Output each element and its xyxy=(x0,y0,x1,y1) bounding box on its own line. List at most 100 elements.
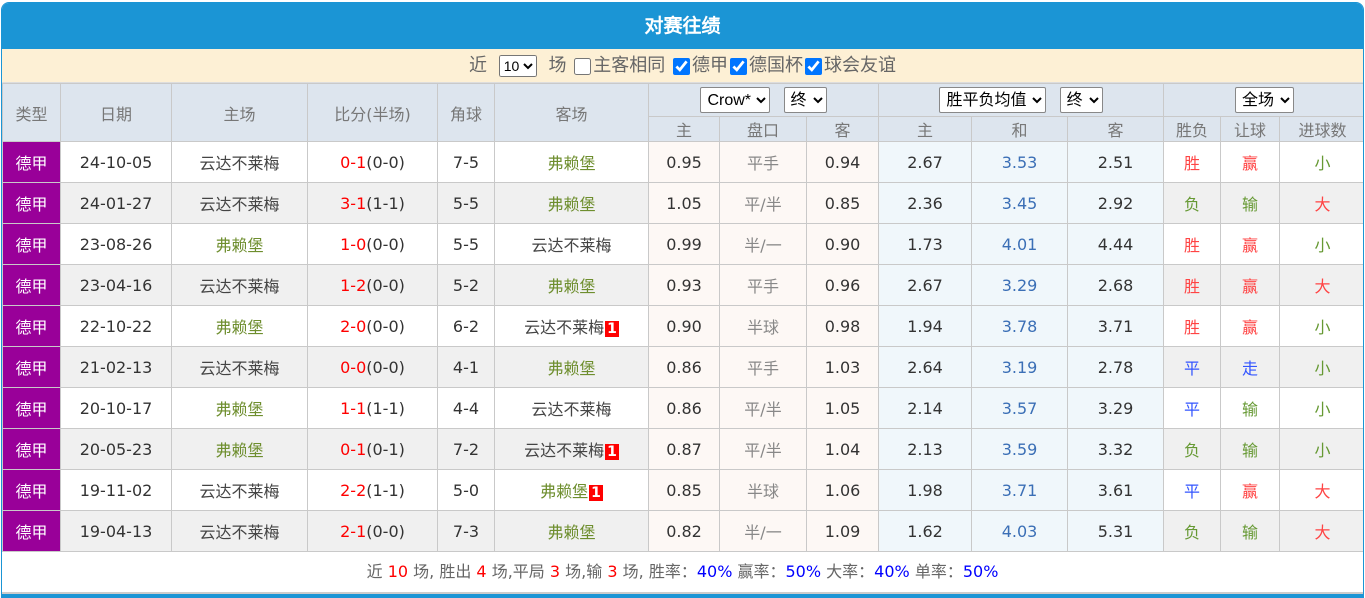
away-team[interactable]: 云达不莱梅 1 xyxy=(494,305,649,347)
team-name[interactable]: 弗赖堡 xyxy=(547,359,596,378)
eu-away-odds: 2.78 xyxy=(1067,346,1165,388)
home-team[interactable]: 云达不莱梅 xyxy=(171,469,308,511)
score[interactable]: 2-0(0-0) xyxy=(307,305,438,347)
league-type[interactable]: 德甲 xyxy=(2,387,61,429)
league-type[interactable]: 德甲 xyxy=(2,428,61,470)
ah-line: 半球 xyxy=(719,469,807,511)
handicap-result: 赢 xyxy=(1220,223,1281,265)
home-team[interactable]: 云达不莱梅 xyxy=(171,346,308,388)
match-date: 19-04-13 xyxy=(60,510,172,552)
team-name[interactable]: 云达不莱梅 xyxy=(199,195,280,214)
league-checkbox-dfb-pokal[interactable] xyxy=(729,57,747,75)
away-team[interactable]: 弗赖堡 1 xyxy=(494,469,649,511)
team-name[interactable]: 云达不莱梅 xyxy=(531,400,612,419)
match-count-select[interactable]: 10 xyxy=(498,55,537,77)
eu-home-odds: 2.36 xyxy=(878,182,973,224)
team-name[interactable]: 云达不莱梅 xyxy=(531,236,612,255)
ah-stage-select[interactable]: 终 xyxy=(783,87,827,113)
team-name[interactable]: 弗赖堡 xyxy=(215,318,264,337)
team-name[interactable]: 弗赖堡 xyxy=(547,154,596,173)
home-team[interactable]: 云达不莱梅 xyxy=(171,141,308,183)
score[interactable]: 2-2(1-1) xyxy=(307,469,438,511)
result: 平 xyxy=(1163,469,1222,511)
result: 胜 xyxy=(1163,141,1222,183)
score[interactable]: 3-1(1-1) xyxy=(307,182,438,224)
half-score: (0-0) xyxy=(366,521,405,541)
away-team[interactable]: 弗赖堡 xyxy=(494,510,649,552)
league-type[interactable]: 德甲 xyxy=(2,141,61,183)
col-home: 主场 xyxy=(171,83,308,142)
eu-away-odds: 3.71 xyxy=(1067,305,1165,347)
score[interactable]: 0-0(0-0) xyxy=(307,346,438,388)
away-team[interactable]: 弗赖堡 xyxy=(494,182,649,224)
col-ah-home: 主 xyxy=(648,116,720,142)
eu-away-odds: 3.61 xyxy=(1067,469,1165,511)
team-name[interactable]: 弗赖堡 xyxy=(215,236,264,255)
league-type[interactable]: 德甲 xyxy=(2,510,61,552)
eu-company-select[interactable]: 胜平负均值 xyxy=(939,87,1047,113)
league-checkbox-bundesliga[interactable] xyxy=(672,57,690,75)
handicap-result: 赢 xyxy=(1220,264,1281,306)
home-team[interactable]: 弗赖堡 xyxy=(171,387,308,429)
league-type[interactable]: 德甲 xyxy=(2,305,61,347)
home-team[interactable]: 云达不莱梅 xyxy=(171,510,308,552)
league-type[interactable]: 德甲 xyxy=(2,346,61,388)
league-type[interactable]: 德甲 xyxy=(2,469,61,511)
team-name[interactable]: 云达不莱梅 xyxy=(524,441,605,460)
ah-company-select[interactable]: Crow* xyxy=(700,87,771,113)
half-score: (1-1) xyxy=(366,193,405,213)
team-name[interactable]: 弗赖堡 xyxy=(540,482,589,501)
score[interactable]: 1-1(1-1) xyxy=(307,387,438,429)
handicap-result: 输 xyxy=(1220,510,1281,552)
ah-away-odds: 1.04 xyxy=(805,428,880,470)
team-name[interactable]: 云达不莱梅 xyxy=(199,154,280,173)
away-team[interactable]: 弗赖堡 xyxy=(494,264,649,306)
team-name[interactable]: 云达不莱梅 xyxy=(199,277,280,296)
same-home-checkbox[interactable] xyxy=(574,57,592,75)
ah-home-odds: 0.86 xyxy=(648,387,720,429)
team-name[interactable]: 弗赖堡 xyxy=(215,441,264,460)
score[interactable]: 0-1(0-0) xyxy=(307,141,438,183)
league-type[interactable]: 德甲 xyxy=(2,182,61,224)
ah-away-odds: 0.98 xyxy=(805,305,880,347)
away-team[interactable]: 弗赖堡 xyxy=(494,346,649,388)
eu-home-odds: 2.67 xyxy=(878,264,973,306)
team-name[interactable]: 云达不莱梅 xyxy=(199,523,280,542)
ah-home-odds: 0.85 xyxy=(648,469,720,511)
home-team[interactable]: 云达不莱梅 xyxy=(171,182,308,224)
result: 胜 xyxy=(1163,264,1222,306)
home-team[interactable]: 弗赖堡 xyxy=(171,428,308,470)
away-team[interactable]: 云达不莱梅 xyxy=(494,223,649,265)
home-team[interactable]: 弗赖堡 xyxy=(171,223,308,265)
team-name[interactable]: 云达不莱梅 xyxy=(199,482,280,501)
ah-home-odds: 0.82 xyxy=(648,510,720,552)
team-name[interactable]: 云达不莱梅 xyxy=(199,359,280,378)
handicap-result: 赢 xyxy=(1220,141,1281,183)
away-team[interactable]: 弗赖堡 xyxy=(494,141,649,183)
summary-draws: 3 xyxy=(549,562,561,581)
eu-away-odds: 2.92 xyxy=(1067,182,1165,224)
home-team[interactable]: 弗赖堡 xyxy=(171,305,308,347)
away-team[interactable]: 云达不莱梅 1 xyxy=(494,428,649,470)
league-type[interactable]: 德甲 xyxy=(2,264,61,306)
league-type[interactable]: 德甲 xyxy=(2,223,61,265)
team-name[interactable]: 云达不莱梅 xyxy=(524,318,605,337)
team-name[interactable]: 弗赖堡 xyxy=(215,400,264,419)
team-name[interactable]: 弗赖堡 xyxy=(547,195,596,214)
summary-win-rate: 40% xyxy=(696,562,733,581)
away-team[interactable]: 云达不莱梅 xyxy=(494,387,649,429)
team-name[interactable]: 弗赖堡 xyxy=(547,277,596,296)
match-date: 19-11-02 xyxy=(60,469,172,511)
score[interactable]: 2-1(0-0) xyxy=(307,510,438,552)
score[interactable]: 1-0(0-0) xyxy=(307,223,438,265)
score[interactable]: 1-2(0-0) xyxy=(307,264,438,306)
team-name[interactable]: 弗赖堡 xyxy=(547,523,596,542)
eu-stage-select[interactable]: 终 xyxy=(1059,87,1103,113)
period-select[interactable]: 全场 xyxy=(1235,87,1295,113)
home-team[interactable]: 云达不莱梅 xyxy=(171,264,308,306)
games-label: 场 xyxy=(548,55,567,76)
table-row: 德甲 19-04-13 云达不莱梅 2-1(0-0) 7-3 弗赖堡 0.82 … xyxy=(2,510,1363,552)
league-checkbox-friendly[interactable] xyxy=(804,57,822,75)
score[interactable]: 0-1(0-1) xyxy=(307,428,438,470)
summary: 近 10 场, 胜出 4 场,平局 3 场,输 3 场, 胜率：40% 赢率：5… xyxy=(2,552,1363,592)
